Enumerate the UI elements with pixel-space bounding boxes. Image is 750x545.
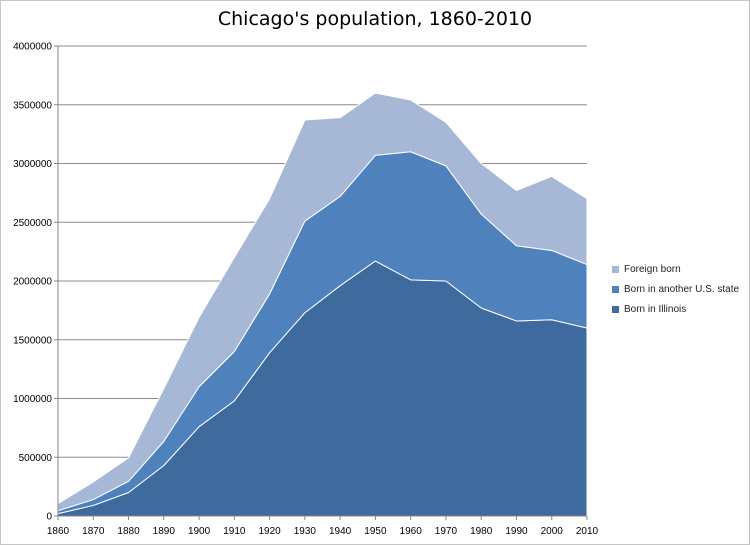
x-tick-label: 1910 — [223, 526, 246, 537]
legend-item-foreign-born: Foreign born — [612, 259, 739, 279]
x-tick-label: 1940 — [329, 526, 352, 537]
y-tick-label: 3500000 — [13, 100, 52, 111]
legend-item-born-in-another-state: Born in another U.S. state — [612, 279, 739, 299]
legend-swatch-born-in-another-state — [612, 285, 619, 293]
legend: Foreign born Born in another U.S. state … — [612, 259, 739, 319]
area-foreign-born — [57, 92, 588, 512]
y-tick-label: 2000000 — [13, 277, 52, 288]
legend-swatch-foreign-born — [612, 265, 619, 273]
chart-title: Chicago's population, 1860-2010 — [217, 8, 533, 30]
y-tick-label: 0 — [46, 512, 52, 523]
x-tick-label: 1990 — [505, 526, 528, 537]
legend-label-born-in-another-state: Born in another U.S. state — [624, 283, 740, 295]
x-tick-labels: 1860 1870 1880 1890 1900 1910 1920 1930 1940 1950… — [47, 526, 599, 537]
y-tick-label: 500000 — [19, 453, 53, 464]
x-tick-label: 1900 — [188, 526, 211, 537]
y-tick-label: 4000000 — [13, 42, 52, 53]
x-tick-label: 1920 — [258, 526, 281, 537]
x-tick-label: 1970 — [435, 526, 458, 537]
x-tick-label: 2000 — [541, 526, 564, 537]
x-tick-label: 1950 — [364, 526, 387, 537]
legend-swatch-born-in-illinois — [612, 305, 619, 313]
y-tick-label: 1000000 — [13, 394, 52, 405]
x-tick-label: 1890 — [153, 526, 176, 537]
x-tick-label: 1930 — [294, 526, 317, 537]
y-tick-labels: 0 500000 1000000 1500000 2000000 2500000 30000… — [13, 42, 52, 523]
x-tick-label: 1880 — [117, 526, 140, 537]
y-tick-label: 2500000 — [13, 218, 52, 229]
legend-item-born-in-illinois: Born in Illinois — [612, 299, 739, 319]
legend-label-born-in-illinois: Born in Illinois — [624, 303, 687, 315]
legend-label-foreign-born: Foreign born — [624, 263, 681, 275]
x-tick-label: 1860 — [47, 526, 70, 537]
area-series — [57, 92, 588, 517]
x-tick-label: 2010 — [576, 526, 599, 537]
axes — [54, 45, 588, 520]
y-tick-label: 3000000 — [13, 159, 52, 170]
y-tick-label: 1500000 — [13, 335, 52, 346]
x-tick-label: 1960 — [400, 526, 423, 537]
x-tick-label: 1980 — [470, 526, 493, 537]
x-tick-label: 1870 — [82, 526, 105, 537]
